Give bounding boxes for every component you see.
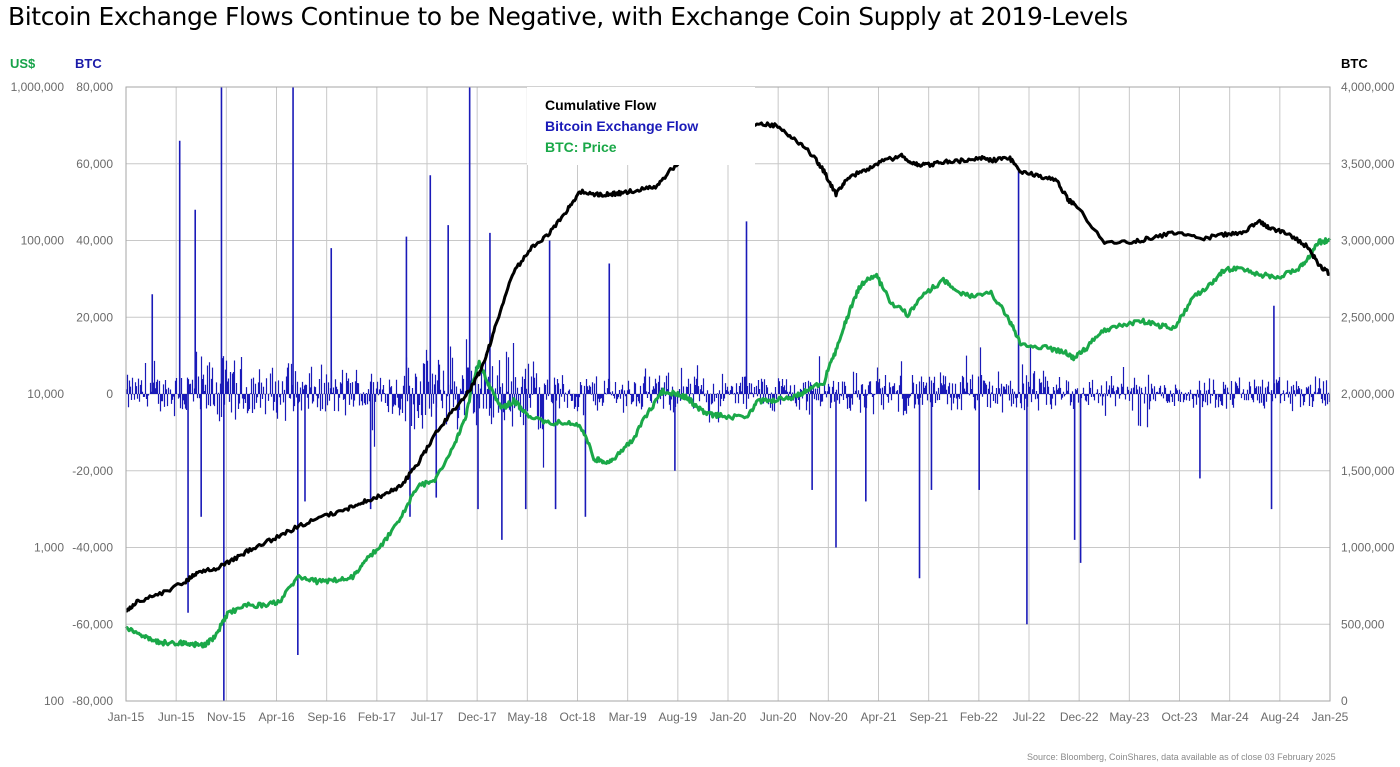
price-axis-tick-label: 100 [44, 694, 64, 708]
x-axis-tick-label: Jul-17 [411, 710, 444, 724]
flow-axis-tick-label: -20,000 [72, 464, 113, 478]
cumulative-axis-tick-label: 2,000,000 [1341, 387, 1395, 401]
price-axis-tick-label: 1,000 [34, 541, 64, 555]
chart-title: Bitcoin Exchange Flows Continue to be Ne… [8, 2, 1128, 31]
x-axis-tick-label: Jan-20 [710, 710, 747, 724]
x-axis-tick-label: Mar-24 [1211, 710, 1249, 724]
x-axis-tick-label: Nov-15 [207, 710, 246, 724]
cumulative-axis-tick-label: 0 [1341, 694, 1348, 708]
flow-axis-tick-label: 20,000 [76, 310, 113, 324]
x-axis-tick-label: Mar-19 [609, 710, 647, 724]
flow-axis-tick-label: -60,000 [72, 617, 113, 631]
x-axis-tick-label: Feb-22 [960, 710, 998, 724]
x-axis-tick-label: Nov-20 [809, 710, 848, 724]
source-note: Source: Bloomberg, CoinShares, data avai… [1027, 752, 1336, 762]
cumulative-axis-tick-label: 3,000,000 [1341, 234, 1395, 248]
flow-axis-tick-label: 40,000 [76, 234, 113, 248]
x-axis-tick-label: Feb-17 [358, 710, 396, 724]
cumulative-axis-tick-label: 1,000,000 [1341, 541, 1395, 555]
x-axis-tick-label: Aug-24 [1260, 710, 1299, 724]
x-axis-tick-label: Dec-17 [458, 710, 497, 724]
cumulative-axis-tick-label: 500,000 [1341, 617, 1385, 631]
legend-entry: BTC: Price [545, 139, 617, 155]
x-axis-tick-label: Jan-25 [1312, 710, 1349, 724]
flow-axis-tick-label: -80,000 [72, 694, 113, 708]
cumulative-axis-tick-label: 4,000,000 [1341, 80, 1395, 94]
btc-left-axis-unit: BTC [75, 56, 102, 71]
cumulative-axis-tick-label: 3,500,000 [1341, 157, 1395, 171]
usd-axis-unit: US$ [10, 56, 36, 71]
x-axis-tick-label: May-23 [1109, 710, 1149, 724]
flow-axis-tick-label: 80,000 [76, 80, 113, 94]
x-axis-tick-label: Aug-19 [658, 710, 697, 724]
x-axis-tick-label: Oct-18 [559, 710, 595, 724]
x-axis-tick-label: May-18 [507, 710, 547, 724]
cumulative-axis-tick-label: 1,500,000 [1341, 464, 1395, 478]
cumulative-axis-tick-label: 2,500,000 [1341, 310, 1395, 324]
btc-price-line [124, 237, 1332, 649]
x-axis-tick-label: Jul-22 [1013, 710, 1046, 724]
x-axis-tick-label: Apr-21 [860, 710, 896, 724]
x-axis-tick-label: Dec-22 [1060, 710, 1099, 724]
x-axis-tick-label: Oct-23 [1161, 710, 1197, 724]
x-axis-tick-label: Jun-20 [760, 710, 797, 724]
price-axis-tick-label: 100,000 [21, 234, 65, 248]
legend: Cumulative Flow Bitcoin Exchange Flow BTC:… [527, 87, 755, 165]
price-axis-tick-label: 10,000 [27, 387, 64, 401]
x-axis-tick-label: Sep-21 [909, 710, 948, 724]
x-axis-tick-label: Jun-15 [158, 710, 195, 724]
price-axis-tick-label: 1,000,000 [11, 80, 65, 94]
legend-entry: Cumulative Flow [545, 97, 656, 113]
legend-box [527, 87, 755, 165]
x-axis-tick-label: Apr-16 [258, 710, 294, 724]
btc-right-axis-unit: BTC [1341, 56, 1368, 71]
flow-axis-tick-label: 60,000 [76, 157, 113, 171]
x-axis-tick-label: Sep-16 [307, 710, 346, 724]
x-axis-tick-label: Jan-15 [108, 710, 145, 724]
flow-axis-tick-label: -40,000 [72, 541, 113, 555]
flow-axis-tick-label: 0 [106, 387, 113, 401]
legend-entry: Bitcoin Exchange Flow [545, 118, 698, 134]
